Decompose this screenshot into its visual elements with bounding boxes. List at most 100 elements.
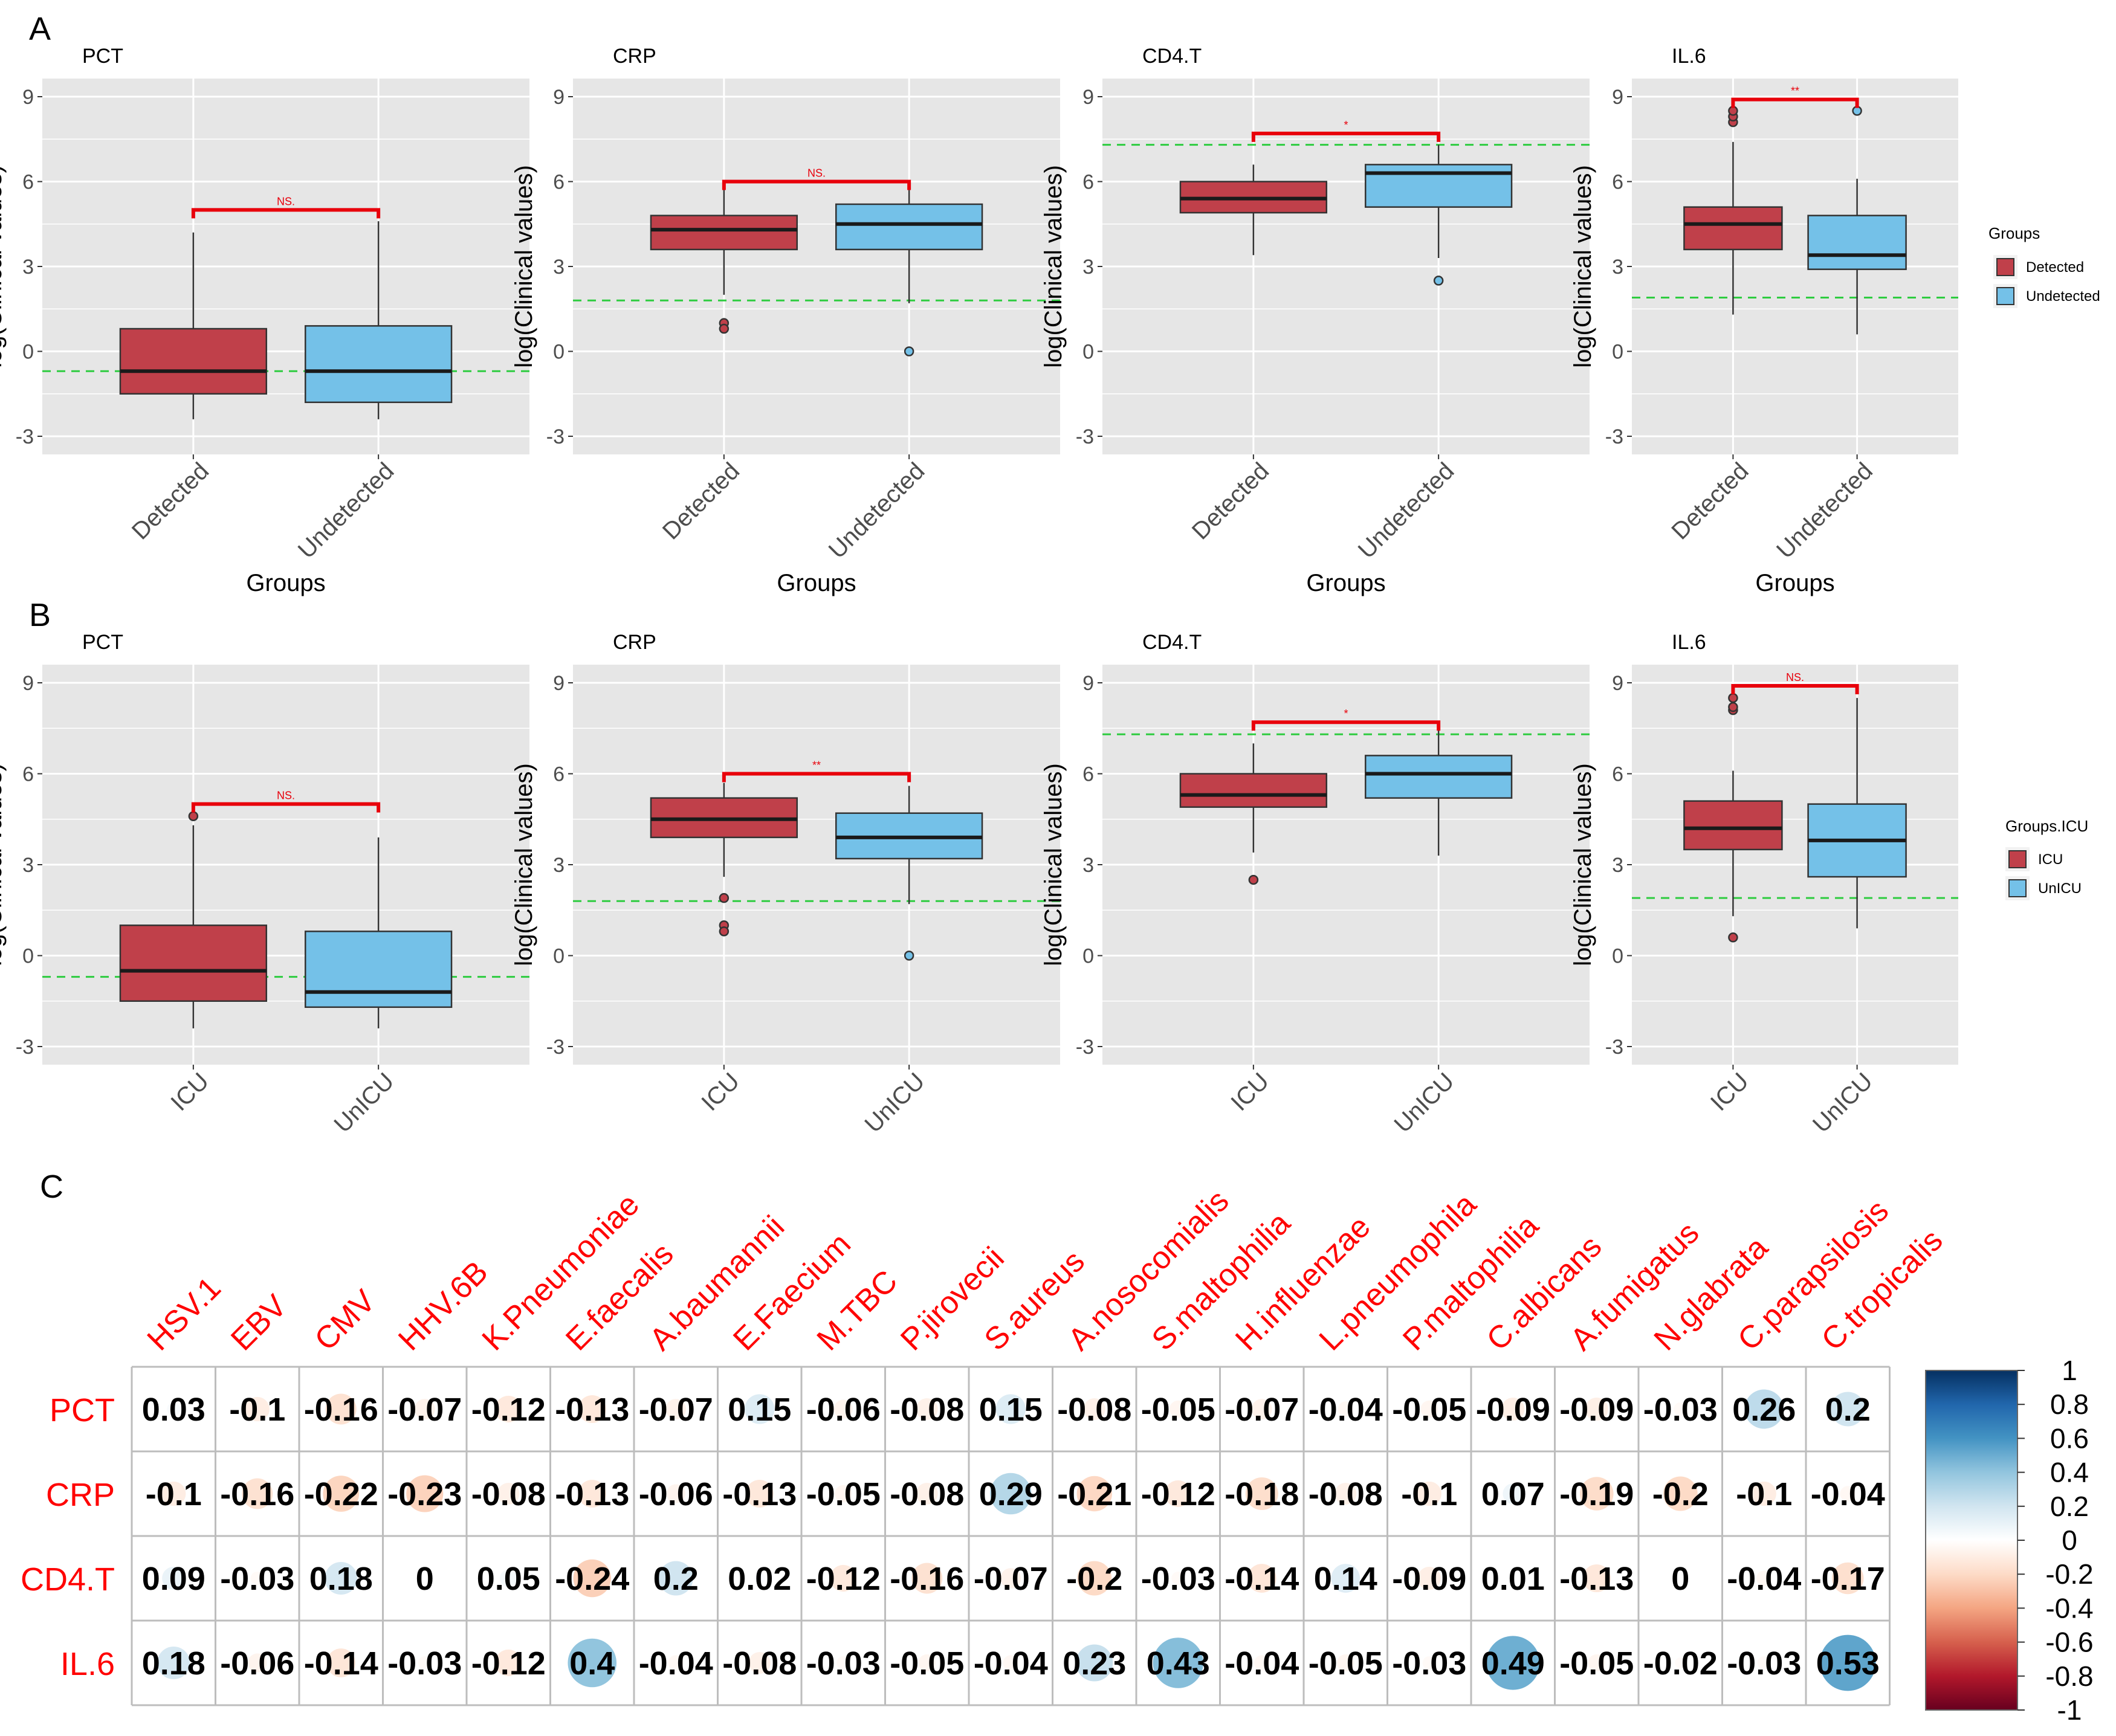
correlation-value: -0.2 (1652, 1476, 1709, 1512)
correlation-circle (1170, 1400, 1187, 1418)
correlation-value: -0.04 (1309, 1392, 1383, 1428)
significance-label: NS. (1786, 671, 1804, 683)
correlation-value: 0.23 (1063, 1645, 1126, 1682)
x-tick-label: UnICU (1390, 1068, 1460, 1138)
colorbar-tick-label: -0.4 (2045, 1592, 2093, 1624)
outlier-point (719, 926, 730, 937)
correlation-value: -0.21 (1057, 1476, 1131, 1512)
legend-label-icu: ICU (2038, 851, 2063, 868)
correlation-value: -0.1 (1401, 1476, 1457, 1512)
box-iqr (1179, 773, 1328, 808)
legend-label-detected: Detected (2026, 259, 2084, 276)
correlation-circle (406, 1475, 444, 1512)
y-axis-label: log(Clinical values) (1040, 165, 1067, 368)
y-tick-label: 6 (1612, 171, 1623, 194)
box-iqr (1364, 164, 1513, 208)
correlation-value: -0.1 (229, 1392, 285, 1428)
correlation-circle (1083, 1398, 1105, 1421)
y-tick-label: 9 (22, 86, 34, 109)
panel-title: CRP (613, 45, 656, 68)
x-axis-label: Groups (246, 570, 325, 596)
correlation-circle (836, 1656, 850, 1670)
box-icu (1179, 743, 1328, 885)
significance-bar (722, 772, 911, 782)
significance-label: * (1344, 708, 1348, 720)
row-label: CRP (46, 1477, 115, 1513)
correlation-value: -0.03 (387, 1645, 462, 1682)
legend-swatch-unicu (2008, 879, 2027, 897)
significance-label: NS. (277, 195, 295, 207)
column-label: EBV (224, 1288, 294, 1358)
correlation-circle (916, 1398, 938, 1421)
correlation-circle (325, 1393, 357, 1425)
box-iqr (835, 203, 983, 251)
correlation-circle (418, 1656, 432, 1670)
correlation-circle (1819, 1634, 1876, 1691)
correlation-circle (1254, 1655, 1270, 1671)
x-tick-label: Undetected (293, 457, 400, 564)
correlation-value: -0.09 (1559, 1392, 1634, 1428)
correlation-value: -0.03 (806, 1645, 881, 1682)
correlation-value: 0.18 (142, 1645, 205, 1682)
correlation-circle (754, 1572, 765, 1584)
correlation-circle (1077, 1561, 1112, 1596)
correlation-circle (248, 1653, 267, 1673)
panel-title: PCT (82, 45, 123, 68)
correlation-circle (1579, 1477, 1614, 1511)
y-tick-label: 3 (1612, 854, 1623, 877)
x-axis-label: Groups (777, 570, 856, 596)
correlation-circle (995, 1394, 1026, 1424)
correlation-value: -0.13 (555, 1392, 629, 1428)
box-detected (119, 232, 268, 419)
correlation-circle (1171, 1571, 1185, 1586)
correlation-value: -0.07 (1225, 1392, 1299, 1428)
x-tick-label: UnICU (1808, 1068, 1878, 1138)
outlier-point (1433, 276, 1444, 286)
panel-title: IL.6 (1672, 631, 1706, 654)
box-iqr (1807, 215, 1907, 270)
boxplot-row-b: -3 0 3 6 9 log(Clinical values) PCT NS. ICU UnICU… (0, 631, 1958, 1138)
correlation-value: -0.24 (555, 1561, 629, 1597)
correlation-value: -0.1 (146, 1476, 202, 1512)
correlation-circle (1165, 1480, 1192, 1508)
box-iqr (1683, 206, 1783, 251)
boxplot-panel-crp: -3 0 3 6 9 log(Clinical values) CRP ** ICU UnICU (511, 631, 1060, 1138)
row-label: CD4.T (21, 1561, 115, 1598)
correlation-circle (1503, 1483, 1524, 1504)
y-tick-label: 3 (553, 854, 565, 877)
boxplot-panel-pct: -3 0 3 6 9 log(Clinical values) PCT NS. ICU UnICU (0, 631, 529, 1138)
significance-label: NS. (807, 167, 826, 179)
panel-label-a: A (29, 11, 51, 47)
correlation-circle (162, 1566, 186, 1590)
correlation-circle (1675, 1657, 1686, 1669)
significance-bracket: NS. (191, 195, 381, 219)
x-tick-label: Undetected (824, 457, 930, 564)
correlation-value: -0.05 (890, 1645, 964, 1682)
outlier-point (1728, 932, 1738, 943)
significance-bracket: NS. (1731, 671, 1859, 695)
significance-bar (1251, 131, 1441, 142)
legend-label-unicu: UnICU (2038, 880, 2082, 897)
correlation-circle (745, 1394, 775, 1424)
y-tick-label: 0 (22, 341, 34, 364)
box-iqr (650, 215, 798, 251)
correlation-circle (1588, 1654, 1605, 1672)
x-tick-label: ICU (1226, 1068, 1274, 1116)
correlation-circle (1422, 1656, 1436, 1670)
y-tick-label: 3 (1082, 854, 1094, 877)
correlation-value: -0.02 (1643, 1645, 1718, 1682)
correlation-circle (830, 1564, 857, 1592)
y-tick-label: 6 (1082, 171, 1094, 194)
correlation-circle (325, 1561, 358, 1595)
correlation-circle (1000, 1568, 1021, 1589)
correlation-circle (989, 1473, 1032, 1515)
colorbar-tick-label: 1 (2062, 1355, 2077, 1386)
significance-bracket: ** (1731, 85, 1859, 108)
y-tick-label: 9 (553, 86, 565, 109)
correlation-value: -0.07 (974, 1561, 1048, 1597)
significance-bar (1731, 684, 1859, 695)
column-label: HHV.6B (392, 1254, 494, 1357)
box-iqr (304, 325, 453, 404)
correlation-circle (835, 1485, 852, 1503)
correlation-value: 0.53 (1816, 1645, 1880, 1682)
